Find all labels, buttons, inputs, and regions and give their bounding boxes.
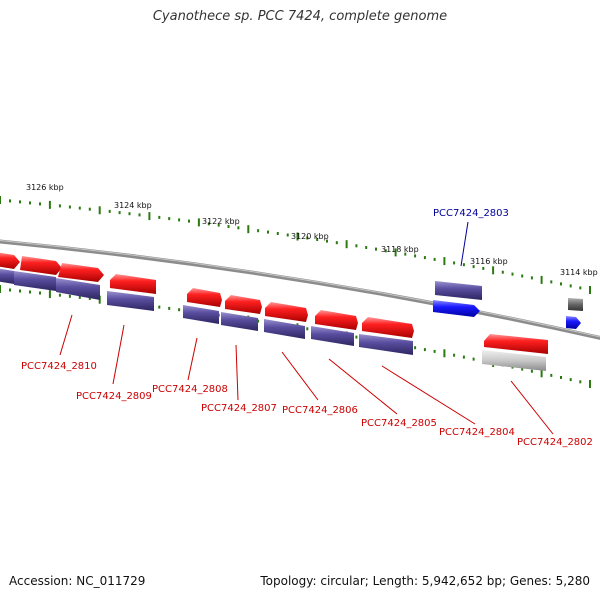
scale-labels: 3126 kbp 3124 kbp 3122 kbp 3120 kbp 3118… bbox=[26, 183, 598, 277]
gene-label[interactable]: PCC7424_2803 bbox=[433, 208, 509, 219]
gene-bar[interactable] bbox=[0, 268, 14, 284]
leader-line bbox=[460, 221, 469, 267]
gene-arrow[interactable] bbox=[484, 334, 548, 354]
other-genes bbox=[433, 298, 583, 371]
gene-arrow[interactable] bbox=[225, 295, 262, 314]
scale-label: 3120 kbp bbox=[291, 232, 329, 241]
forward-genes bbox=[0, 252, 548, 354]
gene-arrow-highlight[interactable] bbox=[433, 300, 480, 317]
leader-line bbox=[510, 380, 554, 435]
scale-label: 3124 kbp bbox=[114, 201, 152, 210]
gene-label[interactable]: PCC7424_2808 bbox=[152, 384, 228, 395]
gene-arrow[interactable] bbox=[0, 252, 20, 269]
gene-arrow[interactable] bbox=[315, 310, 358, 330]
gene-bar-grey[interactable] bbox=[568, 298, 583, 311]
gene-bar[interactable] bbox=[264, 319, 305, 339]
gene-bar[interactable] bbox=[221, 312, 258, 331]
accession-text: Accession: NC_011729 bbox=[9, 574, 146, 588]
gene-arrow[interactable] bbox=[58, 263, 104, 282]
gene-label[interactable]: PCC7424_2804 bbox=[439, 427, 515, 438]
gene-label[interactable]: PCC7424_2805 bbox=[361, 418, 437, 429]
leader-line bbox=[281, 351, 319, 401]
gene-arrow[interactable] bbox=[20, 256, 62, 275]
leader-line bbox=[187, 337, 198, 381]
leader-lines bbox=[59, 221, 554, 435]
map-title: Cyanothece sp. PCC 7424, complete genome bbox=[152, 9, 448, 24]
gene-arrow[interactable] bbox=[265, 302, 308, 322]
gene-arrow[interactable] bbox=[362, 317, 414, 338]
leader-line bbox=[381, 365, 476, 425]
scale-label: 3114 kbp bbox=[560, 268, 598, 277]
scale-label: 3126 kbp bbox=[26, 183, 64, 192]
gene-bar[interactable] bbox=[107, 291, 154, 311]
scale-label: 3116 kbp bbox=[470, 257, 508, 266]
gene-label[interactable]: PCC7424_2806 bbox=[282, 405, 358, 416]
leader-line bbox=[112, 324, 125, 385]
gene-bar[interactable] bbox=[435, 281, 482, 300]
gene-label[interactable]: PCC7424_2807 bbox=[201, 403, 277, 414]
gene-label[interactable]: PCC7424_2809 bbox=[76, 391, 152, 402]
gene-labels: PCC7424_2810 PCC7424_2809 PCC7424_2808 P… bbox=[21, 208, 593, 448]
gene-label[interactable]: PCC7424_2810 bbox=[21, 361, 97, 372]
gene-bar[interactable] bbox=[311, 326, 354, 346]
leader-line bbox=[59, 314, 73, 356]
gene-arrow[interactable] bbox=[187, 288, 222, 307]
leader-line bbox=[328, 358, 398, 415]
genome-backbone bbox=[0, 239, 600, 340]
gene-bar-grey[interactable] bbox=[482, 350, 546, 371]
scale-label: 3118 kbp bbox=[381, 245, 419, 254]
genome-stats-text: Topology: circular; Length: 5,942,652 bp… bbox=[260, 574, 590, 588]
gene-bar[interactable] bbox=[14, 271, 56, 291]
gene-bar[interactable] bbox=[359, 334, 413, 355]
reverse-genes bbox=[0, 268, 482, 355]
gene-arrow[interactable] bbox=[110, 274, 156, 294]
scale-label: 3122 kbp bbox=[202, 217, 240, 226]
leader-line bbox=[235, 344, 239, 401]
gene-arrow-highlight[interactable] bbox=[566, 316, 581, 329]
gene-label[interactable]: PCC7424_2802 bbox=[517, 437, 593, 448]
gene-bar[interactable] bbox=[56, 278, 100, 300]
gene-bar[interactable] bbox=[183, 305, 219, 324]
